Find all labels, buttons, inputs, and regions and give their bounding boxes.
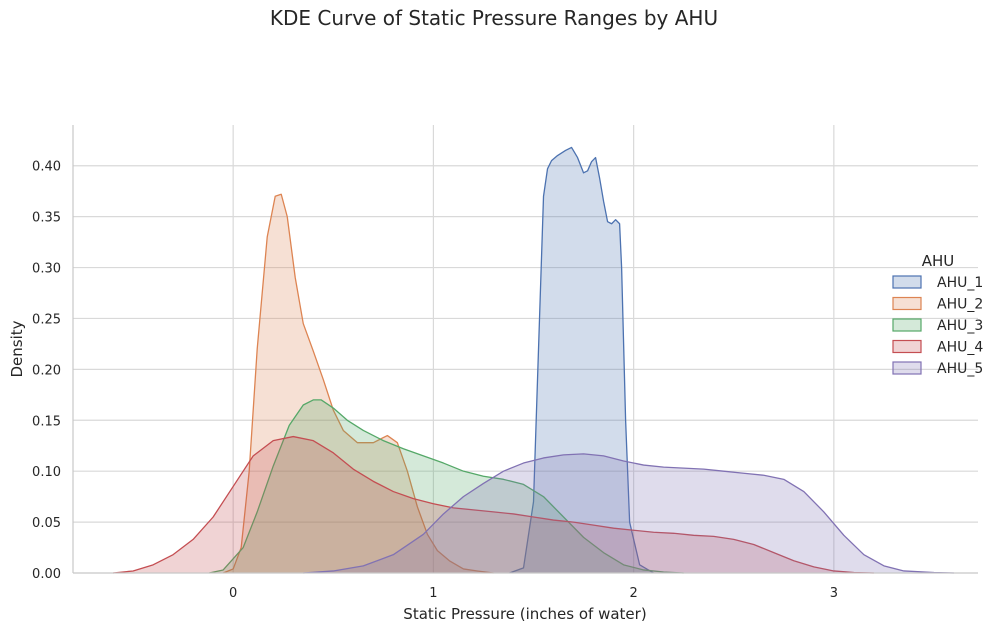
chart-title: KDE Curve of Static Pressure Ranges by A… (270, 6, 718, 30)
y-tick-label: 0.40 (32, 160, 61, 175)
series-group (112, 146, 954, 574)
y-tick-label: 0.25 (32, 312, 61, 327)
legend-swatch (892, 361, 922, 375)
y-tick-label: 0.35 (32, 211, 61, 226)
y-tick-label: 0.10 (32, 465, 61, 480)
x-tick-label: 1 (429, 586, 437, 601)
y-axis-label: Density (8, 320, 26, 377)
y-tick-label: 0.20 (32, 363, 61, 378)
legend-swatch (892, 318, 922, 332)
kde-area-ahu-3 (209, 399, 684, 573)
y-tick-label: 0.00 (32, 567, 61, 582)
legend-label: AHU_3 (937, 318, 983, 334)
kde-line-ahu-2 (222, 193, 494, 574)
y-tick-label: 0.05 (32, 516, 61, 531)
kde-area-ahu-4 (113, 436, 874, 573)
legend-label: AHU_1 (937, 275, 983, 291)
legend-swatch (892, 275, 922, 289)
y-tick-label: 0.30 (32, 262, 61, 277)
kde-area-ahu-5 (303, 453, 954, 573)
x-tick-label: 3 (830, 586, 838, 601)
legend-label: AHU_2 (937, 297, 983, 313)
kde-area-ahu-1 (509, 147, 654, 573)
kde-line-ahu-4 (112, 435, 874, 574)
legend-swatch (892, 296, 922, 311)
legend: AHU AHU_1 AHU_2 AHU_3 AHU_4 AHU_5 (892, 252, 983, 377)
kde-line-ahu-5 (303, 453, 954, 574)
legend-label: AHU_4 (937, 340, 983, 356)
kde-line-ahu-3 (209, 399, 684, 574)
kde-area-ahu-2 (223, 194, 494, 574)
y-tick-label: 0.15 (32, 414, 61, 429)
y-tick-labels: 0.00 0.05 0.10 0.15 0.20 0.25 0.30 0.35 0.40 (32, 160, 61, 582)
legend-label: AHU_5 (937, 361, 983, 377)
legend-swatch (892, 339, 922, 354)
x-axis-label: Static Pressure (inches of water) (403, 605, 646, 623)
legend-title: AHU (922, 252, 955, 270)
x-tick-labels: 0 1 2 3 (229, 586, 838, 601)
x-tick-label: 2 (629, 586, 637, 601)
x-tick-label: 0 (229, 586, 237, 601)
kde-line-ahu-1 (509, 146, 654, 574)
axes (72, 125, 978, 574)
grid (73, 125, 978, 573)
